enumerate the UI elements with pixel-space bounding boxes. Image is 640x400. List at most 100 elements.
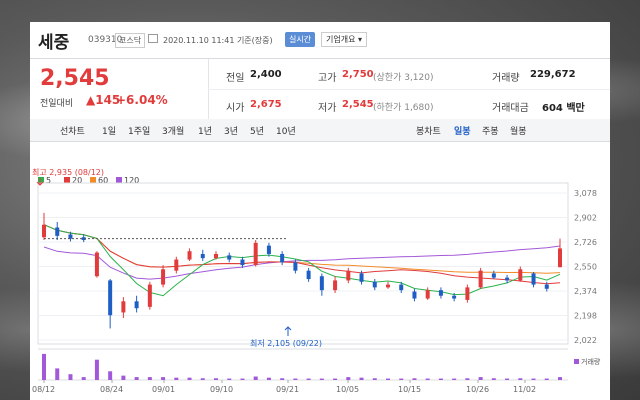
volume-bar	[94, 359, 99, 380]
volume-bar	[174, 377, 179, 380]
high-label: 고가	[318, 73, 337, 84]
stock-header: 세중 039310 코스닥 2020.11.10 11:41 기준(장중) 실시…	[30, 22, 610, 59]
y-tick-label: 3,078	[574, 189, 597, 198]
low-arrow	[284, 326, 292, 336]
candle-body	[240, 259, 245, 266]
volume-bar	[293, 378, 298, 380]
volume-bar	[147, 377, 152, 380]
stock-name: 세중	[38, 33, 70, 53]
volume-bar	[306, 378, 311, 380]
y-tick-label: 2,726	[574, 238, 597, 247]
volume-bar	[240, 378, 245, 380]
volume-bar	[319, 378, 324, 380]
amount-value: 604 백만	[542, 103, 585, 114]
candle-body	[94, 252, 99, 277]
candle-body	[147, 284, 152, 307]
candle-body	[478, 270, 483, 288]
amount-label: 거래대금	[492, 103, 529, 114]
ma5-line	[43, 224, 561, 297]
quote-time: 2020.11.10 11:41 기준(장중)	[163, 36, 273, 45]
candle-body	[438, 290, 443, 296]
low-label: 저가	[318, 103, 337, 114]
y-tick-label: 2,374	[574, 287, 597, 296]
candle-body	[372, 281, 377, 288]
candle-body	[333, 280, 338, 291]
volume-bar	[438, 378, 443, 380]
tab-3y[interactable]: 3년	[224, 127, 239, 137]
volume-bar	[558, 377, 562, 380]
candle-body	[227, 255, 232, 260]
high-annotation: 최고 2,935 (08/12)	[32, 167, 104, 177]
tab-line-chart[interactable]: 선차트	[60, 127, 85, 137]
volume-bar	[372, 378, 377, 380]
tab-weekly[interactable]: 주봉	[482, 127, 499, 137]
volume-bar	[359, 377, 364, 380]
volume-legend-swatch	[574, 359, 579, 364]
x-tick-label: 10/26	[466, 385, 489, 394]
x-tick-label: 09/10	[210, 385, 233, 394]
change-label: 전일대비	[40, 99, 74, 109]
volume-bar	[518, 378, 523, 380]
volume-bar	[134, 377, 139, 380]
prev-close-value: 2,400	[250, 69, 282, 80]
legend-label: 20	[72, 176, 82, 185]
candle-body	[518, 269, 523, 281]
candle-body	[174, 259, 179, 271]
y-tick-label: 2,550	[574, 263, 597, 272]
volume-bar	[531, 378, 536, 380]
candle-body	[452, 295, 457, 299]
x-tick-label: 08/12	[32, 385, 55, 394]
candle-body	[161, 269, 166, 285]
volume-bar	[214, 378, 218, 380]
volume-bar	[425, 378, 430, 380]
tab-3m[interactable]: 3개월	[162, 127, 185, 137]
volume-bar	[121, 375, 126, 380]
volume-bar	[187, 377, 192, 380]
volume-bar	[68, 374, 73, 380]
price-chart-svg: 5 20 60 120 거래량 3,078 2,902 2,726 2,550 2,374 2,…	[32, 167, 601, 394]
stock-panel: 세중 039310 코스닥 2020.11.10 11:41 기준(장중) 실시…	[30, 22, 610, 400]
tab-1y[interactable]: 1년	[198, 127, 213, 137]
candle-body	[399, 284, 404, 291]
volume-bar	[346, 377, 351, 380]
candle-body	[266, 245, 271, 254]
candle-body	[214, 253, 218, 259]
candle-body	[465, 287, 470, 300]
company-info-button[interactable]: 기업개요 ▾	[321, 32, 367, 47]
legend-label: 60	[98, 176, 108, 185]
volume-bar	[253, 376, 258, 380]
tab-daily[interactable]: 일봉	[454, 127, 471, 137]
volume-bar	[280, 378, 285, 380]
tab-5y[interactable]: 5년	[250, 127, 265, 137]
realtime-button[interactable]: 실시간	[285, 32, 316, 47]
candle-body	[108, 280, 113, 316]
candle-body	[505, 277, 510, 281]
open-value: 2,675	[250, 99, 282, 110]
candle-body	[42, 224, 46, 238]
x-tick-label: 09/01	[152, 385, 175, 394]
volume-bar	[399, 378, 404, 380]
candle-body	[346, 270, 351, 281]
candle-body	[544, 284, 549, 289]
candle-body	[253, 242, 258, 266]
upper-limit: (상한가 3,120)	[373, 73, 434, 83]
tab-10y[interactable]: 10년	[276, 127, 296, 137]
lower-limit: (하한가 1,680)	[373, 103, 434, 113]
plot-border	[37, 182, 569, 345]
volume-bar	[386, 378, 390, 380]
candle-body	[306, 270, 311, 280]
volume-bar	[491, 378, 496, 380]
low-annotation: 최저 2,105 (09/22)	[250, 338, 322, 348]
tab-1d[interactable]: 1일	[102, 127, 117, 137]
tab-candle-chart[interactable]: 봉차트	[416, 127, 441, 137]
candle-body	[425, 290, 430, 299]
tab-1w[interactable]: 1주일	[128, 127, 151, 137]
candle-body	[491, 273, 496, 278]
ma60-line	[43, 224, 561, 274]
price-change-pct: +6.04%	[116, 93, 168, 107]
volume-bar	[465, 378, 470, 380]
volume-bar	[81, 377, 86, 380]
volume-bar	[412, 378, 417, 380]
volume-bar	[108, 371, 113, 380]
tab-monthly[interactable]: 월봉	[510, 127, 527, 137]
